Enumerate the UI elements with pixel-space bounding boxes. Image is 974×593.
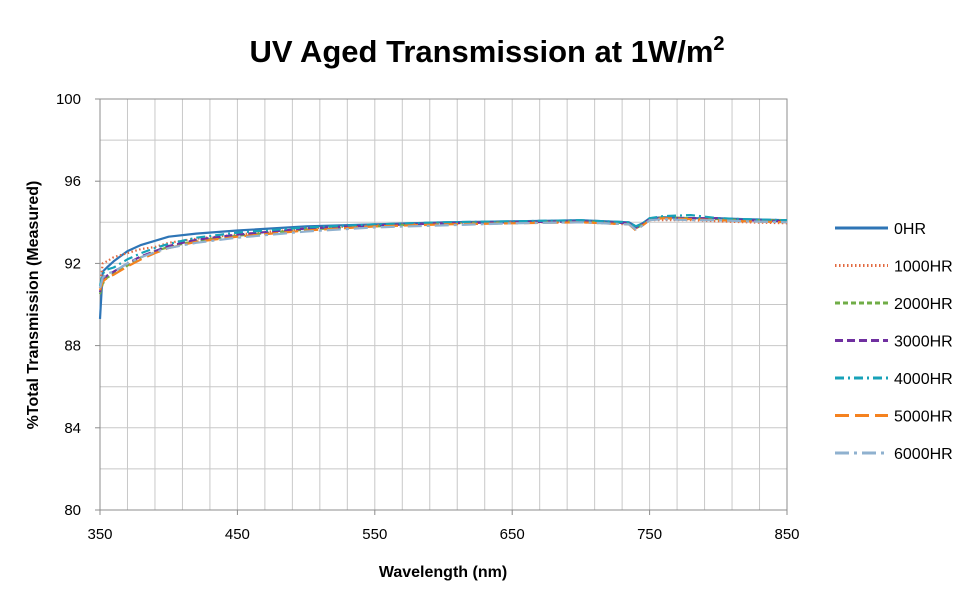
- x-tick-label: 750: [637, 526, 662, 543]
- legend: 0HR 1000HR 2000HR 3000HR 4000HR 5000HR 6000HR: [835, 221, 953, 463]
- y-tick-label: 88: [64, 338, 81, 355]
- legend-label-6000hr: 6000HR: [894, 446, 953, 463]
- chart-title: UV Aged Transmission at 1W/m2: [249, 33, 724, 69]
- legend-label-0hr: 0HR: [894, 221, 926, 238]
- legend-label-4000hr: 4000HR: [894, 371, 953, 388]
- series-layer: [98, 214, 788, 319]
- grid-layer: [99, 98, 788, 511]
- axis-layer: 350 450 550 650 750 850 80 84 88 92 96 100: [56, 91, 800, 543]
- y-tick-label: 92: [64, 255, 81, 272]
- y-tick-label: 80: [64, 502, 81, 519]
- chart-title-superscript: 2: [713, 33, 724, 55]
- y-tick-label: 96: [64, 173, 81, 190]
- x-tick-label: 550: [362, 526, 387, 543]
- legend-label-3000hr: 3000HR: [894, 334, 953, 351]
- y-tick-label: 100: [56, 91, 81, 108]
- y-tick-label: 84: [64, 420, 81, 437]
- chart-title-text: UV Aged Transmission at 1W/m: [249, 34, 713, 69]
- series-line-4000hr: [98, 214, 788, 287]
- x-tick-label: 850: [774, 526, 799, 543]
- x-axis-label: Wavelength (nm): [379, 564, 507, 581]
- y-axis-label: %Total Transmission (Measured): [25, 181, 42, 430]
- x-tick-label: 650: [500, 526, 525, 543]
- x-tick-label: 450: [225, 526, 250, 543]
- series-line-6000hr: [98, 218, 788, 289]
- legend-label-2000hr: 2000HR: [894, 296, 953, 313]
- series-line-1000hr: [98, 219, 788, 289]
- legend-label-5000hr: 5000HR: [894, 409, 953, 426]
- x-tick-label: 350: [87, 526, 112, 543]
- legend-label-1000hr: 1000HR: [894, 259, 953, 276]
